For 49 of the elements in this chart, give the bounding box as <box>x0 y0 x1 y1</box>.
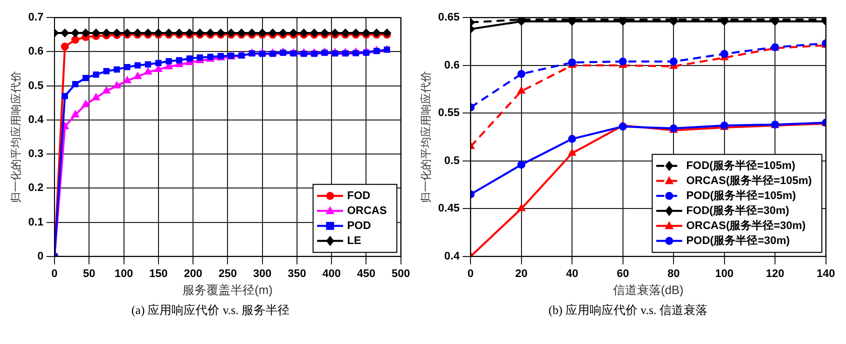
y-tick-label: 0.6 <box>444 59 460 72</box>
y-tick-label: 0.5 <box>444 154 460 167</box>
x-tick-label: 0 <box>468 268 474 280</box>
y-tick-label: 0.65 <box>438 12 460 24</box>
y-tick-label: 0.5 <box>28 80 44 92</box>
x-tick-label: 150 <box>149 268 168 280</box>
x-tick-label: 40 <box>566 268 578 280</box>
x-tick-label: 100 <box>114 268 133 280</box>
y-tick-label: 0.2 <box>28 182 44 194</box>
x-tick-label: 450 <box>357 268 376 280</box>
y-tick-label: 0 <box>37 250 44 262</box>
legend-label: FOD <box>347 190 370 202</box>
x-tick-label: 120 <box>766 268 784 280</box>
x-tick-label: 60 <box>616 268 629 280</box>
legend-label: POD(服务半径=105m) <box>686 188 796 202</box>
y-tick-label: 0.6 <box>28 46 44 58</box>
y-tick-label: 0.3 <box>28 148 44 160</box>
y-tick-label: 0.4 <box>28 114 44 126</box>
legend-label: POD(服务半径=30m) <box>686 234 790 247</box>
x-tick-label: 250 <box>218 268 237 280</box>
x-tick-label: 350 <box>288 268 306 280</box>
x-tick-label: 50 <box>83 268 96 280</box>
text: (b) 应用响应代价 v.s. 信道衰落 <box>548 302 708 319</box>
legend-label: FOD(服务半径=30m) <box>686 204 790 217</box>
legend-label: ORCAS(服务半径=30m) <box>686 218 806 232</box>
x-tick-label: 200 <box>184 268 202 280</box>
legend-label: POD <box>347 220 371 232</box>
x-tick-label: 20 <box>515 268 528 280</box>
legend-label: ORCAS(服务半径=105m) <box>686 174 812 187</box>
y-axis-title: 归一化的平均应用响应代价 <box>10 71 23 203</box>
y-tick-label: 0.55 <box>438 107 460 120</box>
x-tick-label: 400 <box>322 268 341 280</box>
x-tick-label: 80 <box>667 268 680 280</box>
x-tick-label: 0 <box>51 268 58 280</box>
y-tick-label: 0.1 <box>28 216 44 228</box>
legend-label: LE <box>347 234 362 247</box>
y-tick-label: 0.7 <box>28 12 44 24</box>
legend-label: ORCAS <box>347 204 387 217</box>
x-axis-title: 信道衰落(dB) <box>612 283 684 298</box>
x-axis-title: 服务覆盖半径(m) <box>182 283 273 298</box>
text: (a) 应用响应代价 v.s. 服务半径 <box>131 302 290 319</box>
x-tick-label: 500 <box>392 268 410 280</box>
legend-label: FOD(服务半径=105m) <box>686 158 796 172</box>
x-tick-label: 100 <box>715 268 734 280</box>
y-axis-title: 归一化的平均应用响应代价 <box>420 71 433 203</box>
y-tick-label: 0.45 <box>438 202 460 215</box>
y-tick-label: 0.4 <box>444 250 460 262</box>
x-tick-label: 300 <box>253 268 272 280</box>
x-tick-label: 140 <box>816 268 836 280</box>
